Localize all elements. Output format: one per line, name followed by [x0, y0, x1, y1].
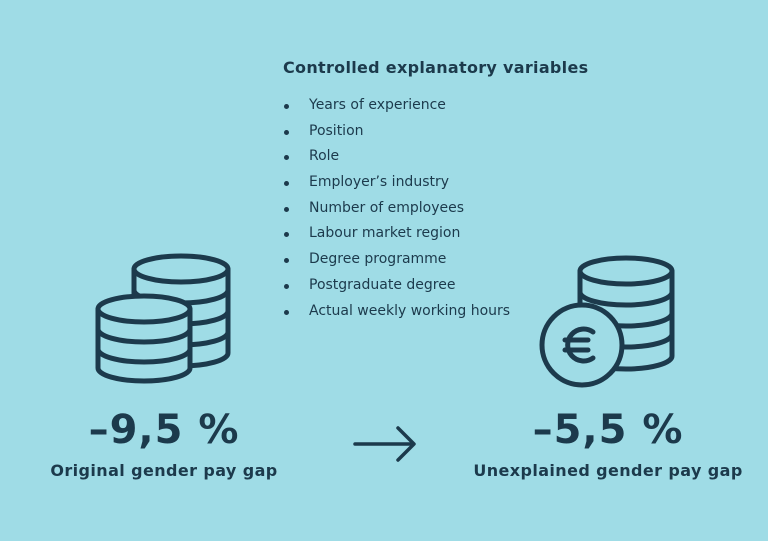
variable-item: Position	[283, 119, 510, 145]
variables-list: Years of experience Position Role Employer’…	[283, 93, 510, 324]
variable-item: Role	[283, 144, 510, 170]
unexplained-gap-caption: Unexplained gender pay gap	[473, 461, 743, 480]
variable-item: Labour market region	[283, 221, 510, 247]
variable-item: Number of employees	[283, 196, 510, 222]
variables-title: Controlled explanatory variables	[283, 58, 589, 77]
right-arrow-icon	[353, 426, 416, 462]
original-gap-caption: Original gender pay gap	[50, 461, 278, 480]
coin-stacks-icon	[95, 253, 231, 384]
variable-item: Actual weekly working hours	[283, 299, 510, 325]
original-gap-value: –9,5 %	[88, 407, 240, 453]
variable-item: Degree programme	[283, 247, 510, 273]
variable-item: Employer’s industry	[283, 170, 510, 196]
variable-item: Postgraduate degree	[283, 273, 510, 299]
euro-coin-stack-icon	[539, 255, 675, 388]
variable-item: Years of experience	[283, 93, 510, 119]
unexplained-gap-value: –5,5 %	[532, 407, 684, 453]
